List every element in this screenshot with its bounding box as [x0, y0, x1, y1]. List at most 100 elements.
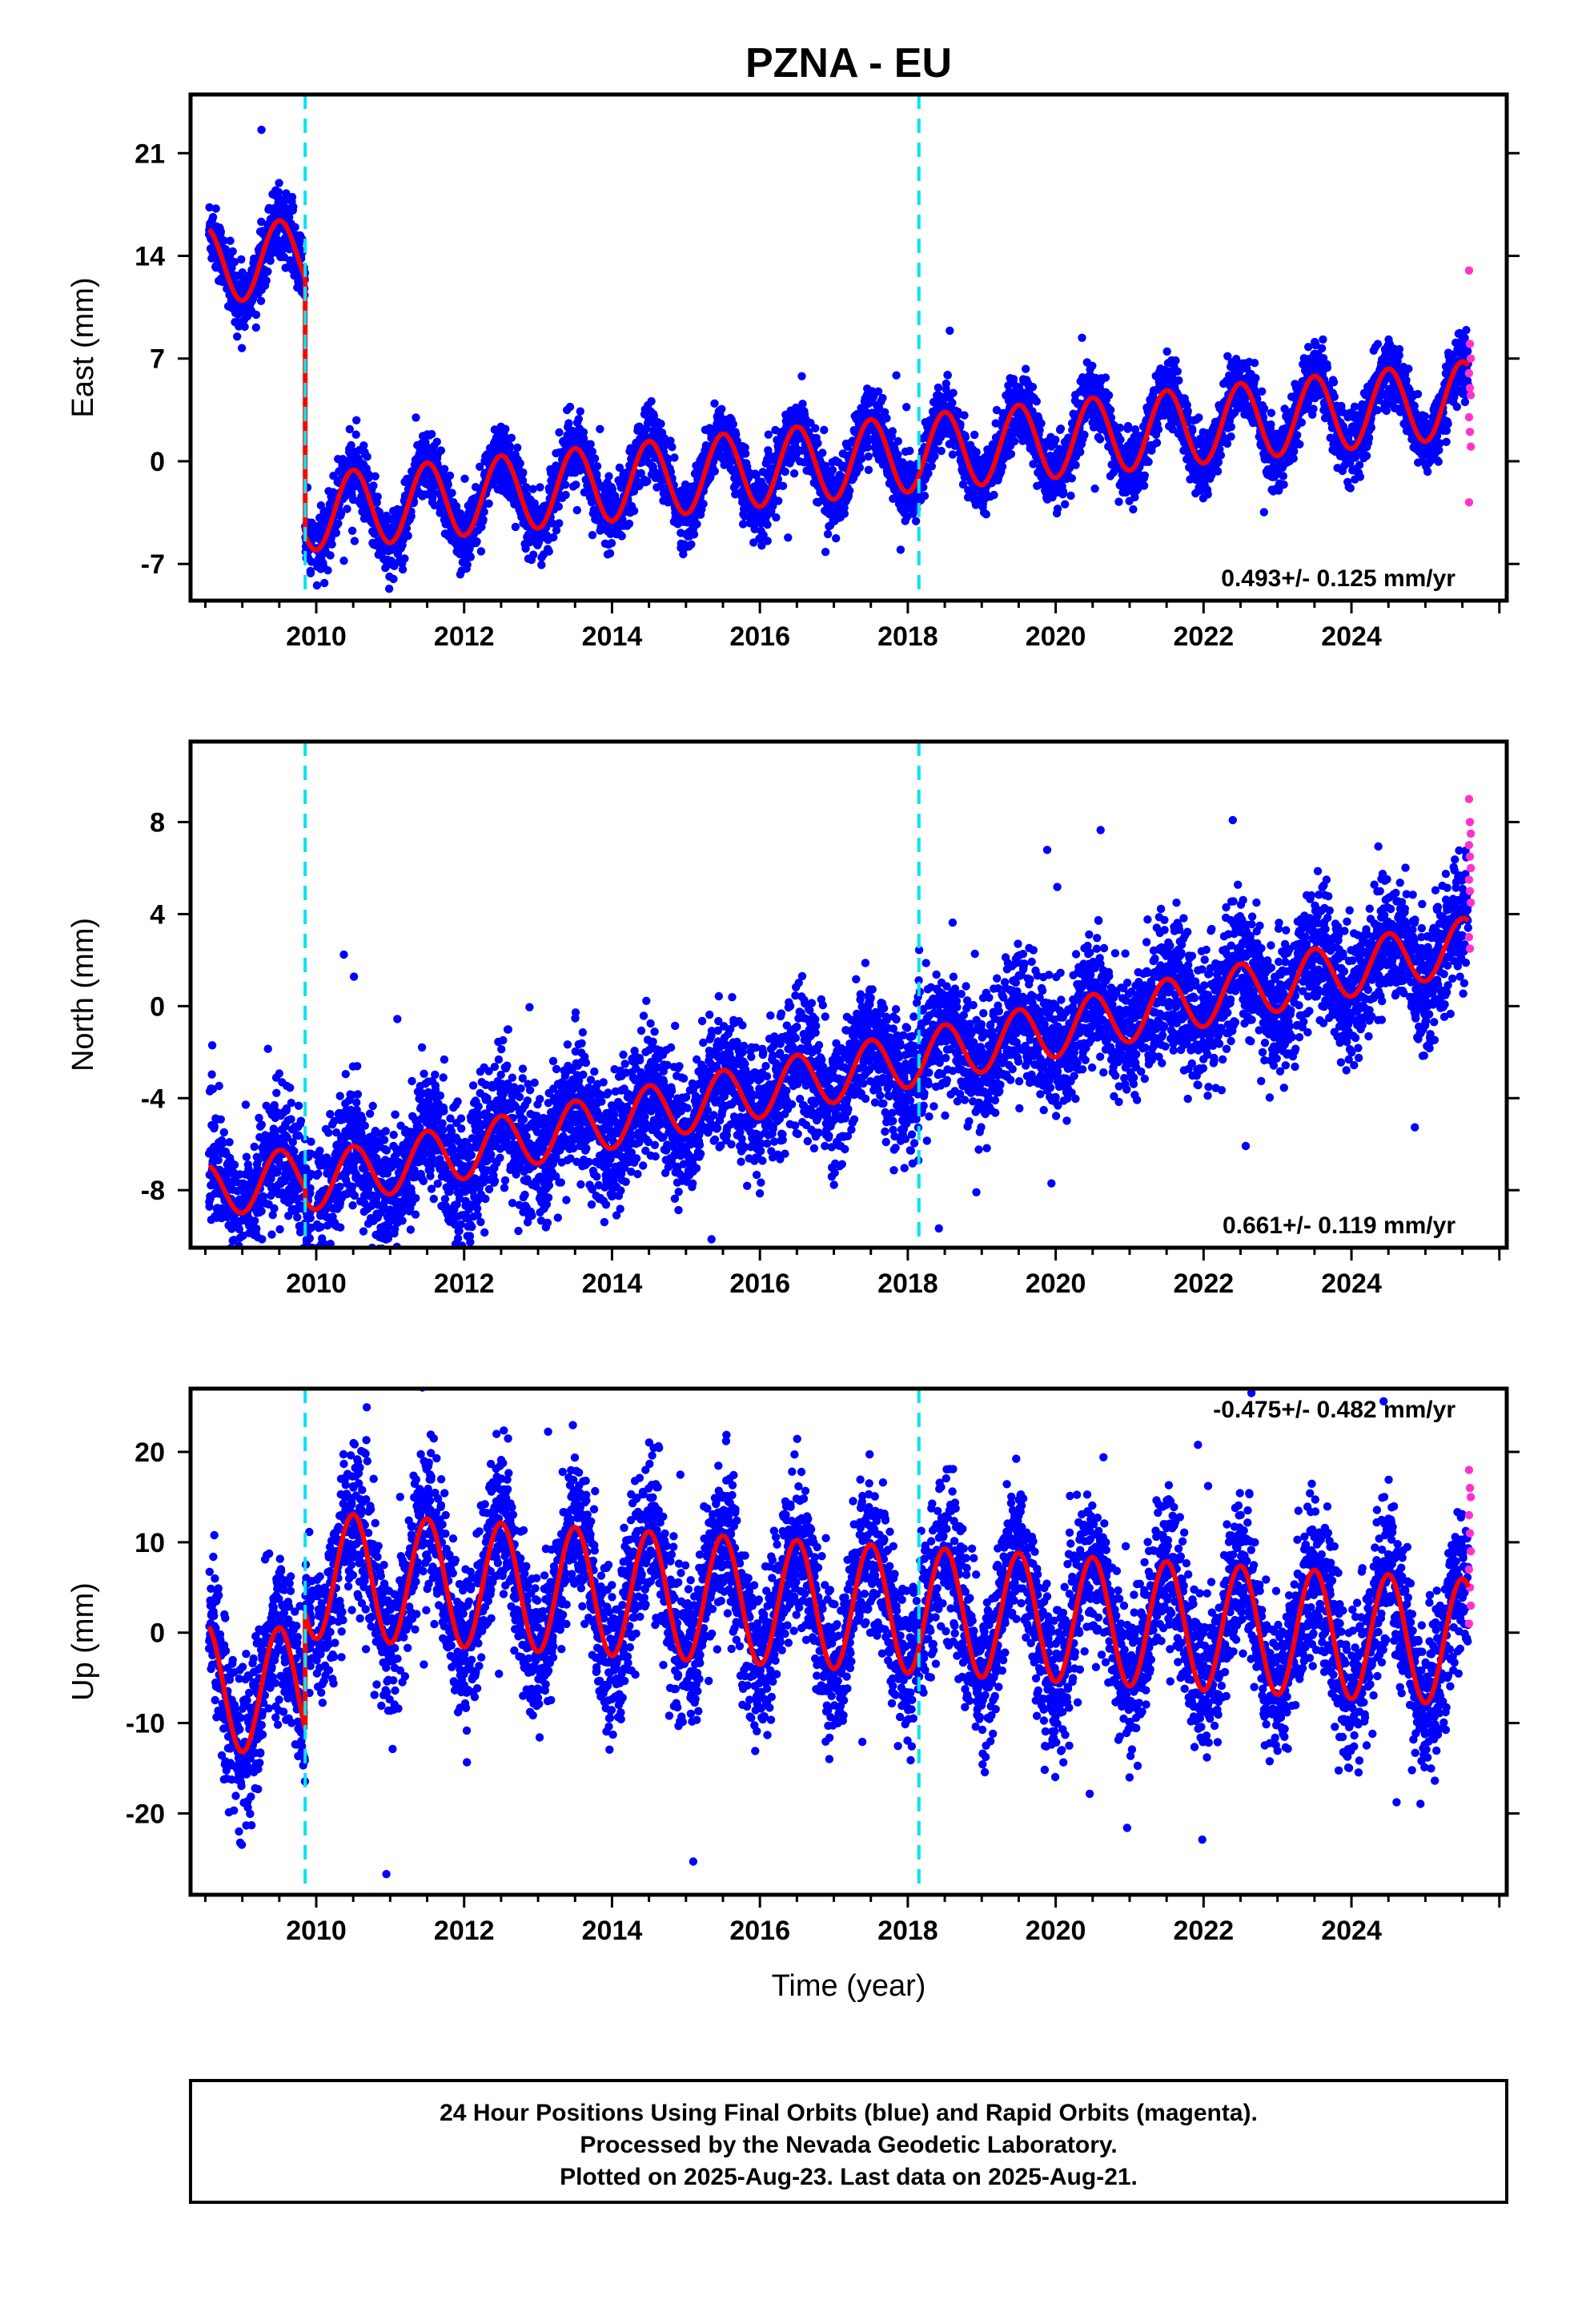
final-point [1152, 438, 1162, 448]
final-point [828, 465, 837, 475]
final-point [528, 485, 537, 493]
final-point [544, 547, 553, 556]
final-point [998, 462, 1007, 471]
final-point [1088, 361, 1097, 370]
final-point [710, 467, 719, 476]
final-point [257, 217, 266, 227]
panel-1: 2010 2012 2014 2016 2018 2020 2022 2024-7071421… [66, 92, 1520, 652]
final-point [1123, 421, 1133, 431]
final-point [251, 323, 260, 332]
final-point [350, 537, 359, 545]
final-point [506, 443, 515, 452]
final-point [429, 489, 438, 498]
final-point [275, 179, 283, 187]
final-point [274, 187, 283, 197]
final-point [647, 396, 656, 406]
final-point [471, 483, 480, 492]
final-point [326, 551, 335, 560]
final-point [233, 332, 242, 341]
final-point [572, 505, 581, 515]
final-point [592, 470, 601, 479]
final-point [813, 439, 822, 448]
final-point [404, 531, 412, 541]
final-point [717, 404, 726, 413]
final-point [943, 371, 953, 380]
final-point [948, 398, 957, 408]
final-point [208, 212, 218, 222]
final-point [398, 565, 408, 574]
final-point [878, 393, 887, 403]
final-point [306, 569, 315, 577]
final-point [656, 420, 665, 428]
final-point [237, 344, 247, 352]
final-point [960, 411, 969, 420]
final-point [548, 519, 557, 528]
final-point [1174, 376, 1183, 385]
final-point [257, 125, 266, 135]
plot-area [204, 125, 1476, 593]
final-point [484, 499, 493, 508]
final-point [864, 465, 873, 474]
final-point [1010, 436, 1019, 446]
final-point [263, 267, 272, 276]
final-point [428, 429, 436, 439]
final-point [1115, 424, 1125, 432]
final-point [636, 468, 645, 478]
final-point [818, 448, 827, 457]
final-point [982, 510, 991, 519]
final-point [1129, 505, 1138, 514]
final-point [1061, 500, 1070, 509]
final-point [605, 549, 615, 558]
final-point [763, 537, 772, 545]
final-point [211, 204, 220, 213]
final-point [732, 430, 741, 439]
final-point [772, 513, 781, 522]
final-point [1051, 436, 1060, 444]
final-point [1076, 448, 1085, 456]
final-point [948, 450, 958, 459]
final-point [329, 472, 338, 480]
final-point [287, 192, 297, 202]
chart-title: PZNA - EU [745, 40, 952, 86]
final-point [572, 480, 580, 489]
final-point [476, 547, 486, 556]
final-point [331, 529, 341, 537]
final-point [596, 424, 604, 433]
final-point [741, 443, 749, 452]
final-point [588, 531, 597, 540]
final-point [336, 509, 346, 518]
final-point [432, 437, 441, 446]
final-point [479, 515, 488, 524]
final-point [823, 529, 833, 539]
final-point [266, 256, 275, 265]
final-point [797, 372, 806, 380]
final-point [561, 490, 570, 500]
final-point [282, 189, 291, 198]
final-point [529, 550, 538, 559]
final-point [371, 472, 379, 480]
final-point [507, 433, 516, 442]
final-point [1104, 391, 1114, 400]
final-point [555, 519, 564, 528]
final-point [521, 544, 530, 553]
final-point [412, 413, 420, 422]
final-point [924, 469, 933, 478]
final-point [466, 553, 475, 561]
final-point [1066, 491, 1075, 501]
final-point [248, 295, 258, 304]
final-point [896, 545, 905, 554]
final-point [345, 424, 354, 434]
final-point [347, 440, 355, 450]
final-point [811, 424, 820, 432]
final-point [855, 463, 865, 472]
final-point [400, 554, 409, 563]
final-point [518, 476, 528, 485]
final-point [373, 493, 382, 501]
final-point [384, 585, 394, 593]
final-point [949, 388, 958, 397]
final-point [574, 415, 583, 424]
final-point [781, 467, 789, 476]
final-point [774, 497, 783, 505]
final-point [750, 525, 759, 533]
final-point [693, 520, 701, 529]
